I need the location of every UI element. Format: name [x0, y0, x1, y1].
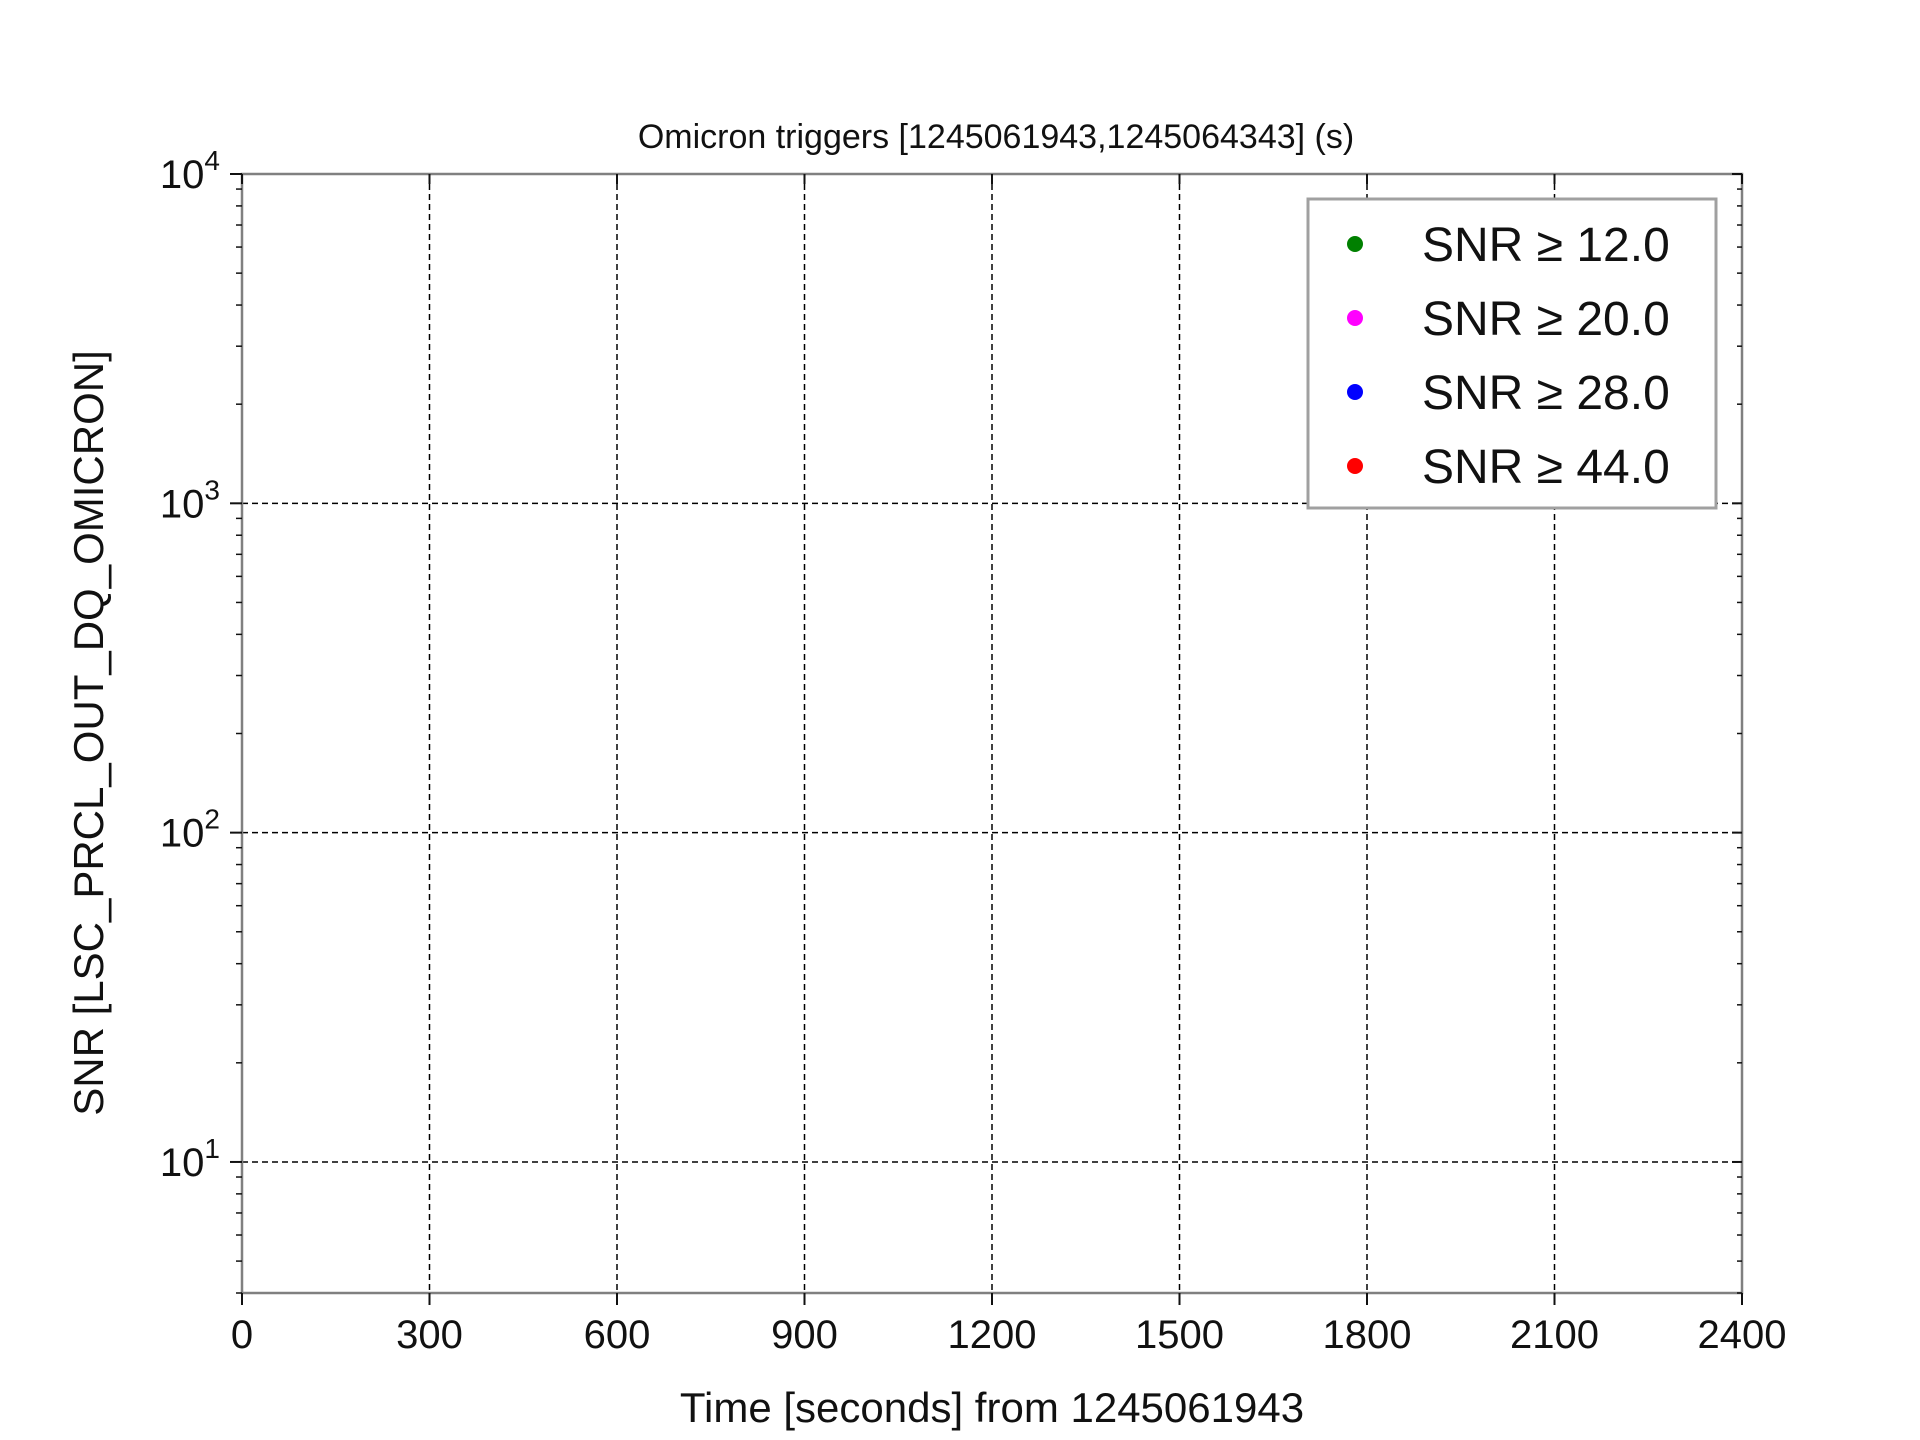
- legend-items: SNR ≥ 12.0 SNR ≥ 20.0 SNR ≥ 28.0 SNR ≥ 44.0: [1347, 219, 1670, 494]
- legend-marker: [1347, 458, 1363, 474]
- y-tick-label: 103: [160, 474, 220, 526]
- x-tick-label: 2400: [1698, 1313, 1787, 1357]
- x-tick-label: 0: [231, 1313, 253, 1357]
- legend-label: SNR ≥ 28.0: [1422, 367, 1670, 420]
- y-tick-label: 101: [160, 1133, 220, 1185]
- x-tick-label: 1500: [1135, 1313, 1224, 1357]
- x-ticks: 0 300 600 900 1200 1500 1800 2100 2400: [231, 174, 1787, 1357]
- grid: [242, 174, 1742, 1293]
- legend-marker: [1347, 310, 1363, 326]
- x-tick-label: 1800: [1323, 1313, 1412, 1357]
- legend-marker: [1347, 236, 1363, 252]
- x-tick-label: 2100: [1510, 1313, 1599, 1357]
- x-tick-label: 300: [396, 1313, 463, 1357]
- y-tick-label: 102: [160, 804, 220, 856]
- legend-box: [1306, 197, 1718, 510]
- legend-label: SNR ≥ 44.0: [1422, 441, 1670, 494]
- x-axis-title: Time [seconds] from 1245061943: [680, 1384, 1304, 1431]
- y-axis-title: SNR [LSC_PRCL_OUT_DQ_OMICRON]: [65, 350, 112, 1116]
- legend: SNR ≥ 12.0 SNR ≥ 20.0 SNR ≥ 28.0 SNR ≥ 44.0: [1306, 197, 1718, 510]
- y-tick-label: 104: [160, 145, 220, 197]
- legend-marker: [1347, 384, 1363, 400]
- x-tick-label: 600: [584, 1313, 651, 1357]
- legend-label: SNR ≥ 20.0: [1422, 293, 1670, 346]
- x-tick-label: 900: [771, 1313, 838, 1357]
- x-tick-label: 1200: [948, 1313, 1037, 1357]
- y-ticks: 101 102 103 104: [160, 145, 1742, 1294]
- chart-title: Omicron triggers [1245061943,1245064343]…: [638, 118, 1354, 156]
- legend-label: SNR ≥ 12.0: [1422, 219, 1670, 272]
